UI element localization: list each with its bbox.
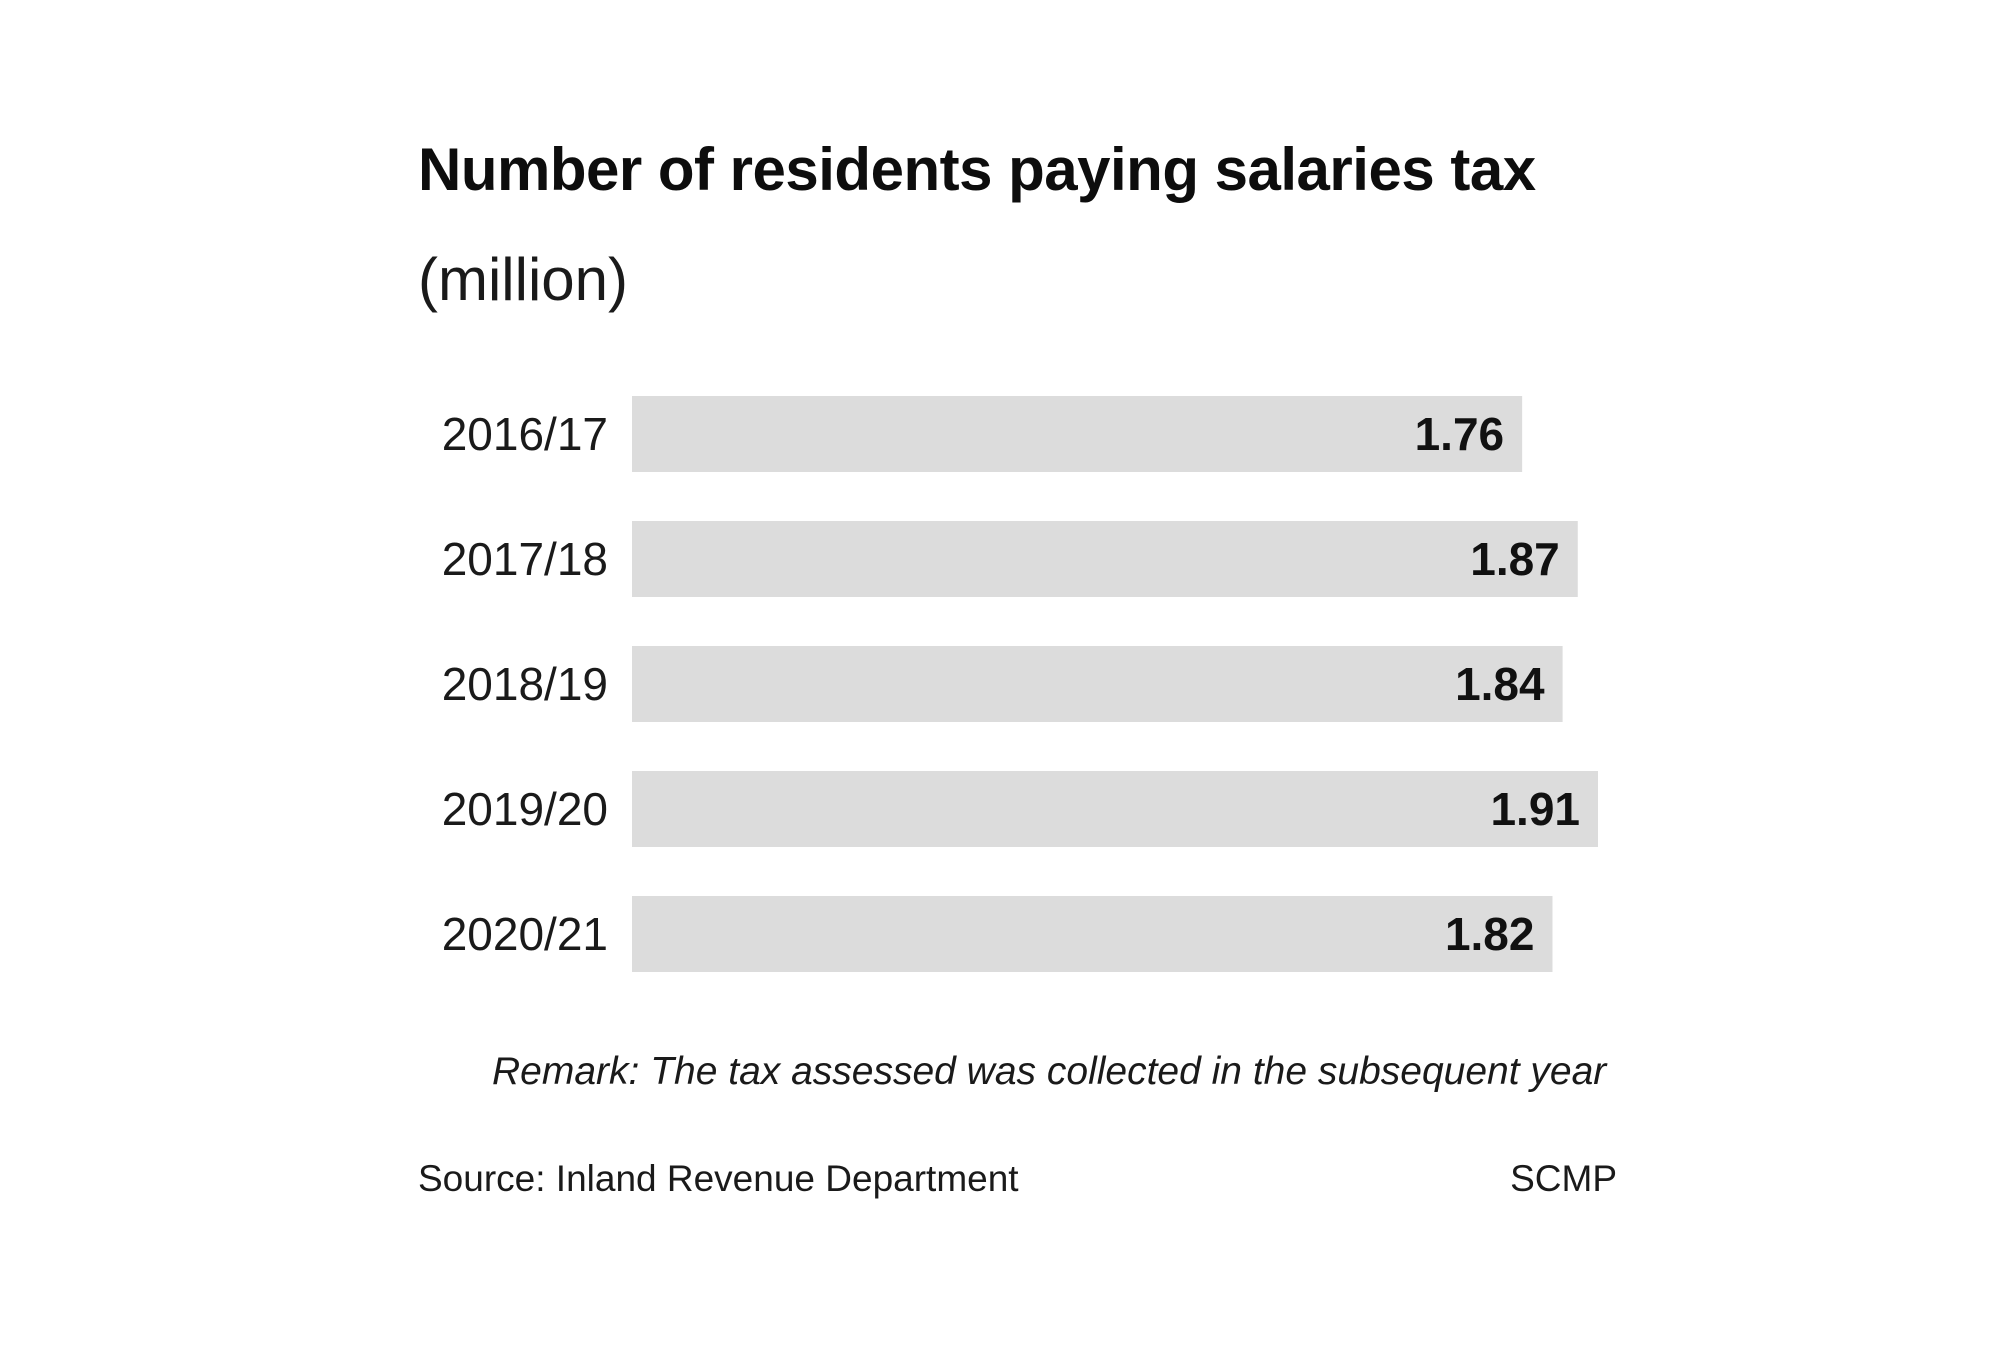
- bar-group: 2019/20 1.91: [442, 771, 1598, 847]
- category-label: 2020/21: [442, 908, 608, 960]
- value-label: 1.76: [1415, 408, 1505, 460]
- bar: [632, 646, 1563, 722]
- chart-subtitle: (million): [418, 246, 628, 313]
- bar-group: 2018/19 1.84: [442, 646, 1563, 722]
- chart-credit: SCMP: [1510, 1158, 1617, 1199]
- bar: [632, 896, 1553, 972]
- bar: [632, 771, 1598, 847]
- category-label: 2017/18: [442, 533, 608, 585]
- bar-group: 2020/21 1.82: [442, 896, 1553, 972]
- value-label: 1.87: [1470, 533, 1560, 585]
- bar: [632, 521, 1578, 597]
- value-label: 1.82: [1445, 908, 1535, 960]
- value-label: 1.91: [1490, 783, 1580, 835]
- chart-remark: Remark: The tax assessed was collected i…: [492, 1050, 1607, 1093]
- bar-group: 2016/17 1.76: [442, 396, 1523, 472]
- bar: [632, 396, 1523, 472]
- category-label: 2018/19: [442, 658, 608, 710]
- bar-group: 2017/18 1.87: [442, 521, 1578, 597]
- chart-title: Number of residents paying salaries tax: [418, 136, 1536, 203]
- value-label: 1.84: [1455, 658, 1545, 710]
- chart-source: Source: Inland Revenue Department: [418, 1158, 1019, 1199]
- category-label: 2019/20: [442, 783, 608, 835]
- category-label: 2016/17: [442, 408, 608, 460]
